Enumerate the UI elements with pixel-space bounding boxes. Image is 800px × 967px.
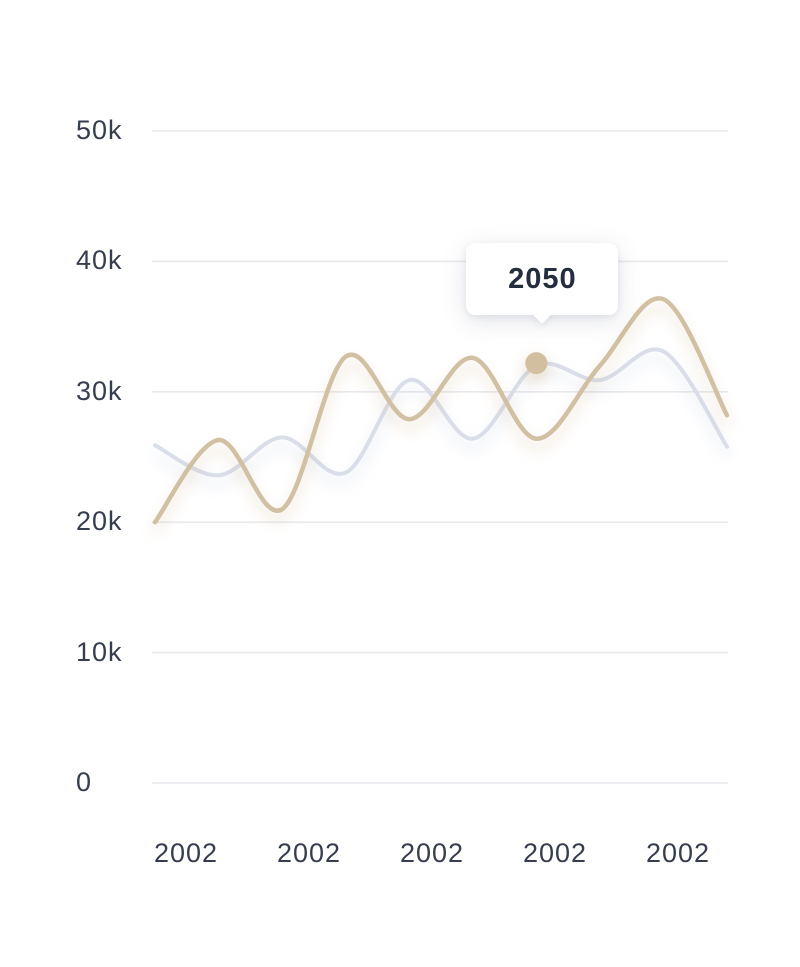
y-axis-label: 50k bbox=[76, 115, 123, 145]
chart-tooltip: 2050 bbox=[466, 243, 619, 325]
series-line-series-2[interactable] bbox=[152, 296, 730, 525]
y-axis-label: 20k bbox=[76, 506, 123, 537]
y-axis-label: 30k bbox=[76, 375, 123, 406]
y-axis-label: 0 bbox=[76, 767, 93, 797]
x-axis-label: 2002 bbox=[645, 838, 711, 868]
tooltip-value: 2050 bbox=[508, 262, 577, 295]
y-axis-label: 10k bbox=[76, 636, 123, 667]
x-axis-label: 2002 bbox=[276, 838, 342, 868]
y-axis-label: 40k bbox=[76, 245, 123, 276]
series-line-series-1[interactable] bbox=[153, 347, 729, 478]
x-axis-label: 2002 bbox=[399, 838, 465, 868]
x-axis-label: 2002 bbox=[153, 838, 219, 868]
highlighted-data-point-marker[interactable] bbox=[525, 352, 548, 375]
x-axis-label: 2002 bbox=[522, 838, 588, 868]
